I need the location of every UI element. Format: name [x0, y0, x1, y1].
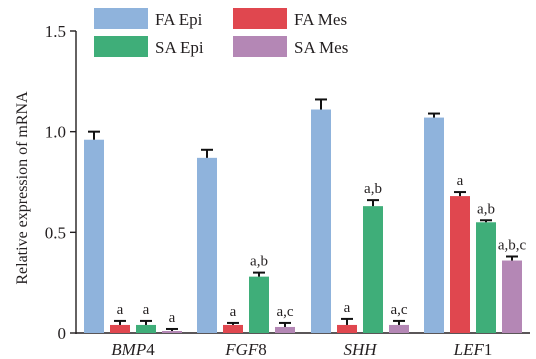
bar — [502, 260, 522, 333]
category-label: BMP4 — [111, 340, 155, 359]
bar — [162, 330, 182, 333]
legend-swatch — [233, 8, 287, 29]
category-label-italic: SHH — [343, 340, 378, 359]
bar — [197, 157, 217, 333]
category-label: FGF8 — [224, 340, 267, 359]
category-labels: BMP4 FGF8 SHH LEF1 — [111, 340, 492, 359]
category-label-number: 8 — [258, 340, 267, 359]
legend-label: FA Epi — [155, 10, 203, 29]
significance-label: a — [344, 300, 351, 316]
significance-label: a,b — [364, 181, 382, 197]
significance-label: a — [169, 310, 176, 326]
category-label-number: 4 — [146, 340, 155, 359]
significance-label: a — [117, 302, 124, 318]
bar — [275, 326, 295, 333]
annotations: a a a a a,b a,c a a,b a,c a a,b a,b,c — [117, 173, 527, 326]
significance-label: a,b — [250, 254, 268, 270]
significance-label: a,b,c — [498, 237, 527, 253]
legend-swatch — [94, 8, 148, 29]
bar — [424, 117, 444, 333]
bar — [337, 324, 357, 333]
category-label-number: 1 — [484, 340, 493, 359]
bar — [84, 139, 104, 333]
significance-label: a — [143, 302, 150, 318]
y-tick-label: 0.5 — [45, 223, 66, 242]
legend-label: SA Mes — [294, 38, 348, 57]
significance-label: a — [457, 173, 464, 189]
legend-swatch — [233, 36, 287, 57]
error-bars — [88, 98, 518, 331]
bar — [249, 276, 269, 333]
bar — [389, 324, 409, 333]
legend: FA Epi FA Mes SA Epi SA Mes — [94, 8, 348, 57]
legend-swatch — [94, 36, 148, 57]
y-axis-title: Relative expression of mRNA — [14, 91, 31, 285]
category-label-italic: FGF — [224, 340, 259, 359]
significance-label: a — [230, 304, 237, 320]
bar — [110, 324, 130, 333]
y-tick-label: 1.0 — [45, 123, 66, 142]
significance-label: a,c — [390, 302, 407, 318]
bar — [363, 206, 383, 333]
legend-label: SA Epi — [155, 38, 204, 57]
bar — [450, 196, 470, 333]
category-label: SHH — [343, 340, 378, 359]
y-tick-label: 0 — [58, 324, 67, 343]
y-tick-label: 1.5 — [45, 22, 66, 41]
category-label-italic: LEF — [453, 340, 485, 359]
bar — [223, 324, 243, 333]
legend-label: FA Mes — [294, 10, 347, 29]
bars — [84, 109, 522, 334]
significance-label: a,c — [276, 304, 293, 320]
bar — [476, 222, 496, 333]
category-label: LEF1 — [453, 340, 493, 359]
category-label-italic: BMP — [111, 340, 146, 359]
bar — [311, 109, 331, 334]
significance-label: a,b — [477, 201, 495, 217]
bar — [136, 324, 156, 333]
